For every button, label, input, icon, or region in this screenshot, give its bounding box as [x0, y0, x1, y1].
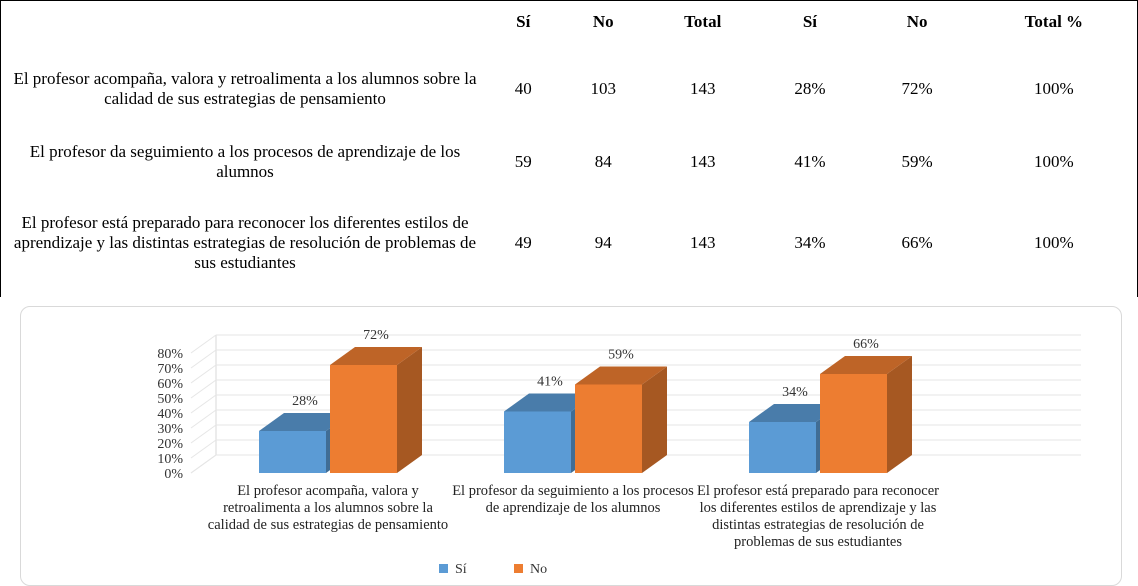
bar-top: [259, 413, 351, 431]
table-row: El profesor acompaña, valora y retroalim…: [0, 43, 1138, 134]
bar-top: [820, 356, 912, 374]
bar: [259, 431, 326, 473]
bar: [749, 422, 816, 473]
chart-frame: 0% 10% 20% 30% 40% 50% 60% 70% 80% 28% 72% 41% 59% 34…: [20, 306, 1122, 586]
cell: 34%: [794, 233, 826, 252]
grid-line-side: [190, 409, 217, 429]
cell: 143: [689, 233, 716, 252]
cell: 66%: [901, 233, 933, 252]
row-label: El profesor da seguimiento a los proceso…: [0, 134, 489, 189]
bar: [820, 374, 887, 473]
cell: 84: [594, 151, 612, 171]
header-cell: Sí: [516, 12, 531, 31]
y-tick-label: 80%: [157, 347, 183, 362]
cell: 100%: [970, 189, 1138, 297]
header-cell: No: [592, 12, 614, 31]
bar-side: [887, 356, 912, 473]
cell: 59%: [901, 151, 933, 171]
bar-side: [642, 366, 667, 473]
row-label: El profesor acompaña, valora y retroalim…: [0, 43, 489, 134]
bar-top: [504, 393, 596, 412]
data-label: 66%: [853, 337, 879, 352]
cell: 103: [590, 78, 617, 98]
bar-top: [749, 404, 841, 422]
cell: 143: [689, 151, 716, 171]
y-tick-label: 30%: [157, 422, 183, 437]
y-tick-label: 0%: [164, 467, 183, 482]
data-label: 28%: [292, 394, 318, 409]
cell: 94: [594, 233, 612, 252]
cell: 40: [514, 78, 532, 98]
bar-top: [575, 366, 667, 385]
legend-swatch: [439, 564, 448, 573]
y-tick-label: 60%: [157, 377, 183, 392]
cell: 49: [514, 233, 532, 252]
cell: 100%: [970, 43, 1138, 134]
header-cell: No: [906, 12, 928, 31]
legend-label: No: [530, 562, 547, 577]
header-cell: Total %: [970, 0, 1138, 43]
row-label: El profesor está preparado para reconoce…: [0, 189, 489, 297]
header-row: Sí No Total Sí No Total %: [0, 0, 1138, 43]
grid-line-side: [190, 439, 217, 459]
header-cell: Sí: [802, 12, 817, 31]
table-row: El profesor está preparado para reconoce…: [0, 189, 1138, 297]
y-tick-label: 10%: [157, 452, 183, 467]
header-cell: Total: [684, 12, 722, 31]
chart: 0%10%20%30%40%50%60%70%80% 28% 72% 41% 59% 34…: [157, 328, 1081, 577]
table-row: El profesor da seguimiento a los proceso…: [0, 134, 1138, 189]
cell: 28%: [794, 78, 826, 98]
bar: [504, 411, 571, 473]
x-tick-label: El profesor está preparado para reconoce…: [697, 483, 939, 550]
grid-line-side: [190, 379, 217, 399]
y-tick-label: 40%: [157, 407, 183, 422]
legend-label: Sí: [455, 562, 467, 577]
grid-line-side: [190, 424, 217, 444]
cell: 143: [689, 78, 716, 98]
grid-line-side: [190, 334, 217, 354]
bar: [330, 365, 397, 473]
cell: 41%: [794, 151, 826, 171]
data-label: 41%: [537, 375, 563, 390]
cell: 59: [514, 151, 532, 171]
bar: [575, 384, 642, 473]
grid-line-side: [190, 349, 217, 369]
cell: 100%: [970, 134, 1138, 189]
x-tick-label: El profesor da seguimiento a los proceso…: [452, 483, 694, 516]
data-label: 72%: [363, 328, 389, 343]
x-tick-label: El profesor acompaña, valora y retroalim…: [207, 483, 449, 533]
cell: 72%: [901, 78, 933, 98]
data-table: Sí No Total Sí No Total % El profesor acompaña…: [0, 0, 1138, 297]
y-tick-label: 20%: [157, 437, 183, 452]
y-tick-label: 50%: [157, 392, 183, 407]
legend-swatch: [514, 564, 523, 573]
y-tick-label: 70%: [157, 362, 183, 377]
corner-cell: [0, 0, 489, 43]
grid-line-side: [190, 454, 217, 474]
grid-line-side: [190, 394, 217, 414]
data-label: 59%: [608, 348, 634, 363]
bar-top: [330, 347, 422, 365]
data-label: 34%: [782, 385, 808, 400]
bar-side: [397, 347, 422, 473]
grid-line-side: [190, 364, 217, 384]
